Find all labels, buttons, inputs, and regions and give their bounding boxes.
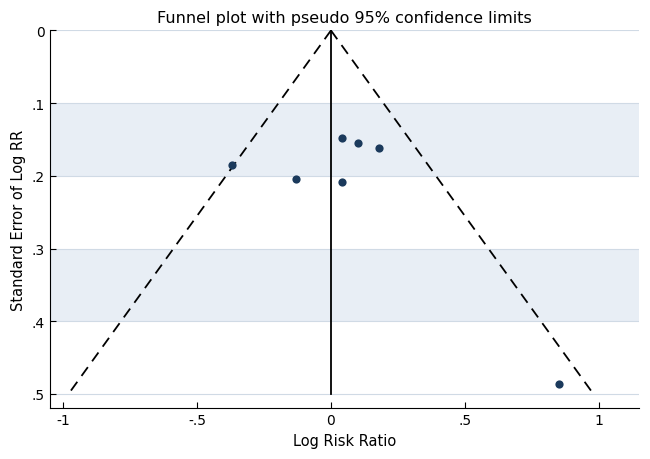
X-axis label: Log Risk Ratio: Log Risk Ratio: [292, 433, 396, 448]
Bar: [50, 104, 639, 176]
Point: [291, 176, 302, 184]
Y-axis label: Standard Error of Log RR: Standard Error of Log RR: [11, 129, 26, 310]
Point: [337, 135, 347, 142]
Title: Funnel plot with pseudo 95% confidence limits: Funnel plot with pseudo 95% confidence l…: [157, 11, 532, 26]
Bar: [50, 249, 639, 322]
Point: [227, 162, 237, 169]
Point: [374, 145, 384, 152]
Point: [337, 179, 347, 186]
Point: [352, 140, 363, 147]
Point: [553, 381, 564, 388]
